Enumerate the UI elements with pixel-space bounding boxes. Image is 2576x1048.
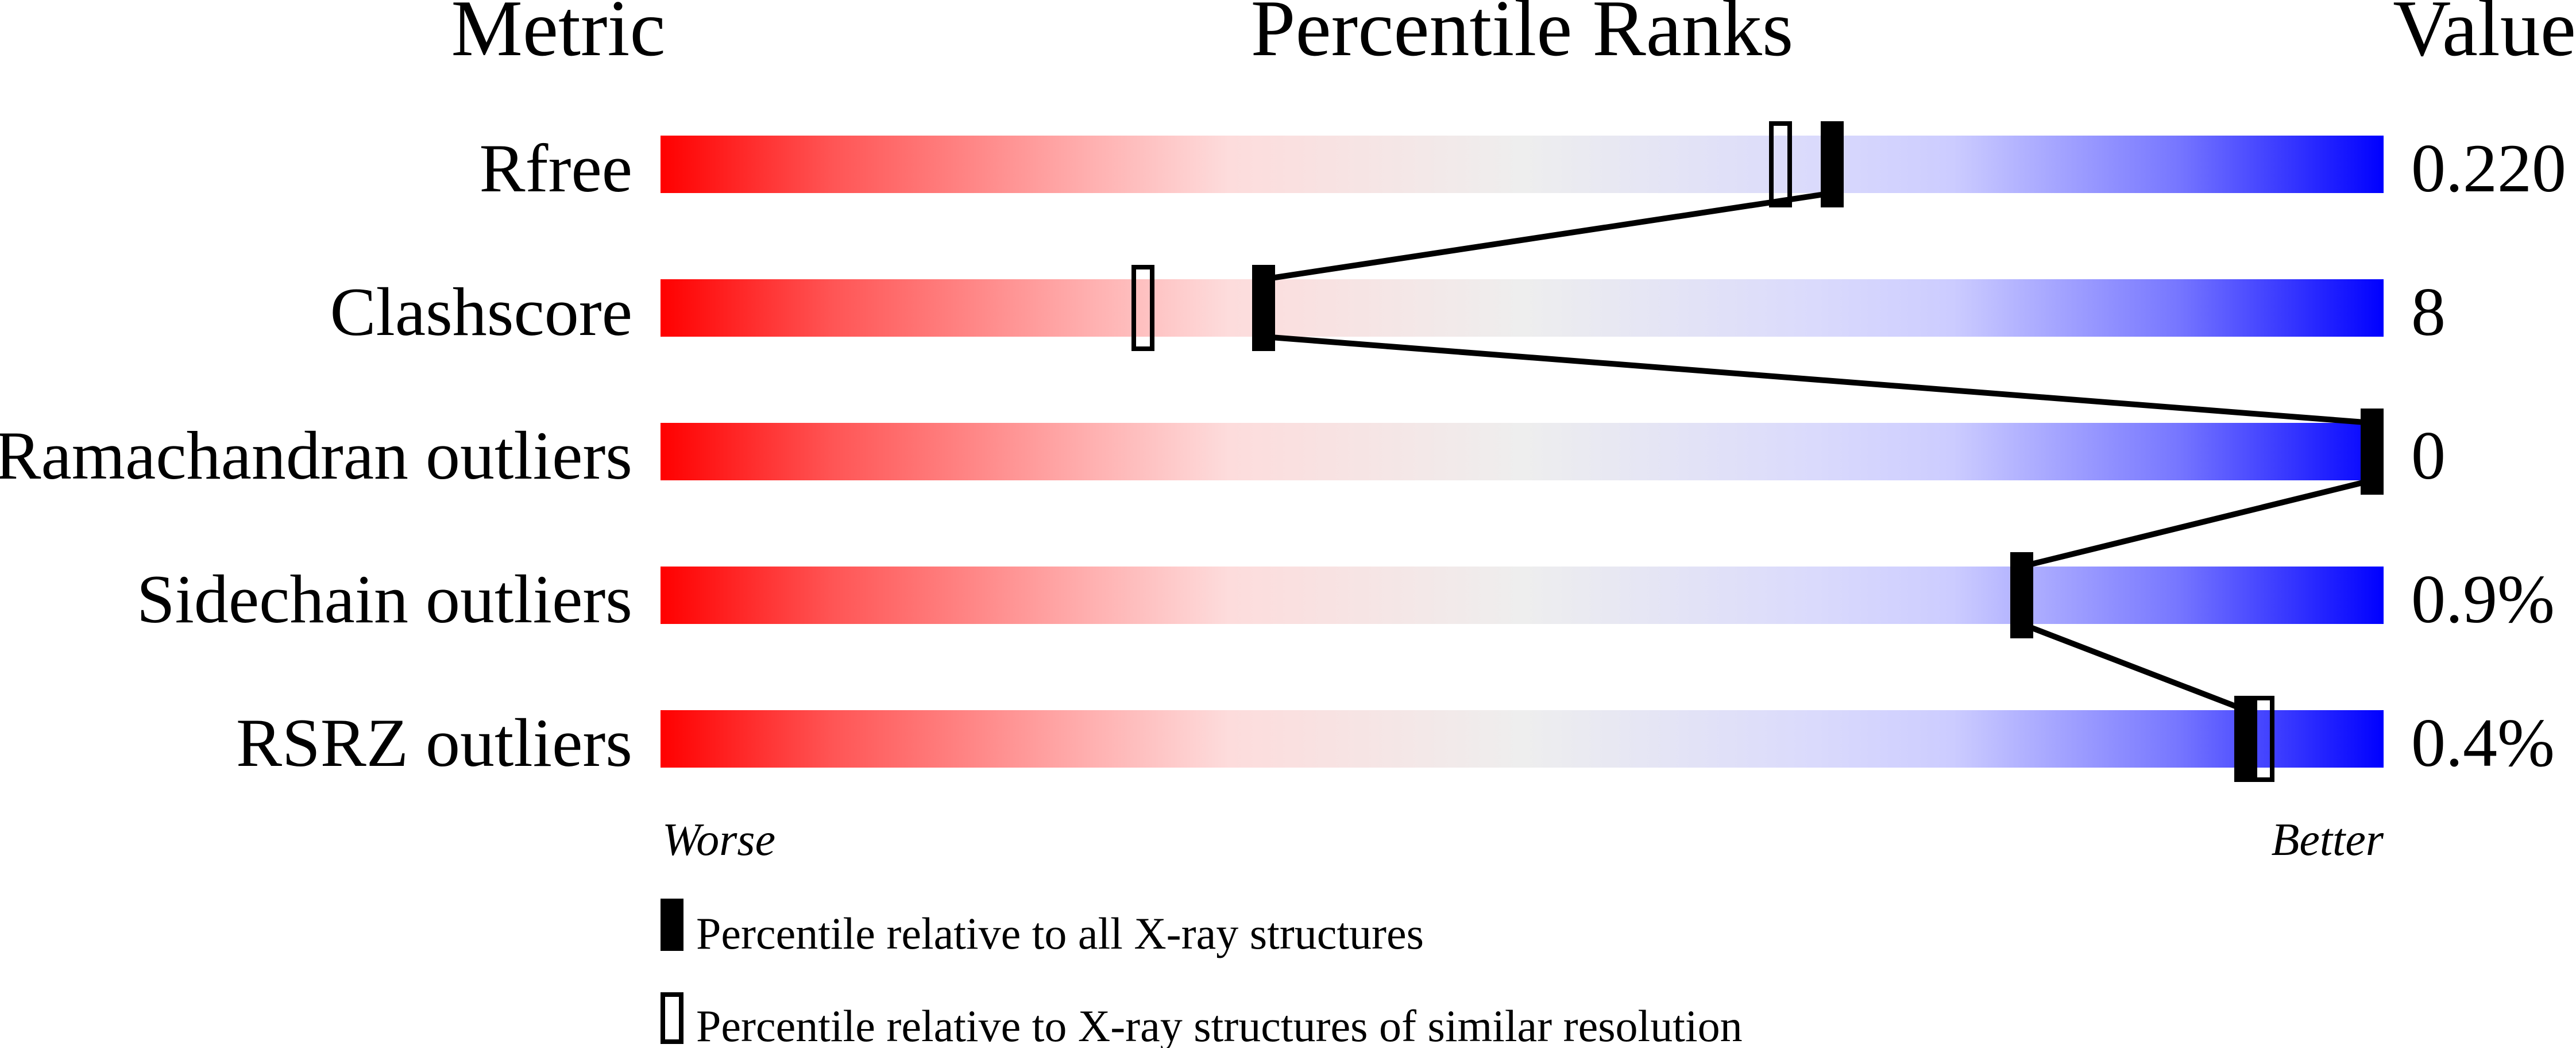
percentile-bar: [661, 279, 2384, 337]
percentile-bar: [661, 567, 2384, 624]
metric-label: Sidechain outliers: [137, 561, 632, 637]
legend-label-all: Percentile relative to all X-ray structu…: [696, 908, 1424, 958]
connector-line: [2021, 621, 2247, 713]
metric-value: 8: [2411, 273, 2446, 350]
metric-row: Sidechain outliers 0.9%: [137, 561, 2555, 637]
metric-label: RSRZ outliers: [236, 704, 632, 781]
all-structures-marker: [2234, 696, 2257, 782]
header-metric: Metric: [451, 0, 665, 73]
connector-line: [1263, 334, 2373, 426]
all-structures-marker: [2010, 552, 2033, 638]
percentile-bar: [661, 710, 2384, 768]
metric-label: Clashscore: [330, 273, 632, 350]
metric-rows: Rfree 0.220 Clashscore 8 Ramachandran outlie…: [0, 130, 2566, 781]
metric-value: 0.220: [2411, 130, 2566, 206]
metric-row: RSRZ outliers 0.4%: [236, 704, 2555, 781]
percentile-bar: [661, 136, 2384, 193]
all-structures-marker: [1821, 121, 1844, 207]
legend-filled-marker-icon: [661, 899, 683, 951]
connector-line: [2021, 477, 2373, 569]
metric-value: 0: [2411, 417, 2446, 494]
percentile-bar: [661, 423, 2384, 480]
legend-label-similar: Percentile relative to X-ray structures …: [696, 1001, 1743, 1048]
all-structures-marker: [2361, 409, 2384, 495]
connector-line: [1263, 190, 1833, 282]
header-value: Value: [2393, 0, 2576, 73]
legend-open-marker-icon: [661, 992, 683, 1044]
better-label: Better: [2272, 815, 2384, 865]
worse-label: Worse: [662, 815, 775, 865]
similar-resolution-marker: [1131, 265, 1154, 351]
header-percentile-ranks: Percentile Ranks: [1251, 0, 1794, 73]
metric-label: Ramachandran outliers: [0, 417, 632, 494]
metric-row: Rfree 0.220: [480, 130, 2566, 206]
all-structures-marker: [1252, 265, 1275, 351]
metric-row: Ramachandran outliers 0: [0, 417, 2446, 494]
percentile-markers: [1131, 121, 2384, 782]
metric-row: Clashscore 8: [330, 273, 2446, 350]
metric-label: Rfree: [480, 130, 632, 206]
metric-value: 0.4%: [2411, 704, 2555, 781]
similar-resolution-marker: [1769, 121, 1792, 207]
connector-lines: [1263, 190, 2373, 713]
metric-value: 0.9%: [2411, 561, 2555, 637]
